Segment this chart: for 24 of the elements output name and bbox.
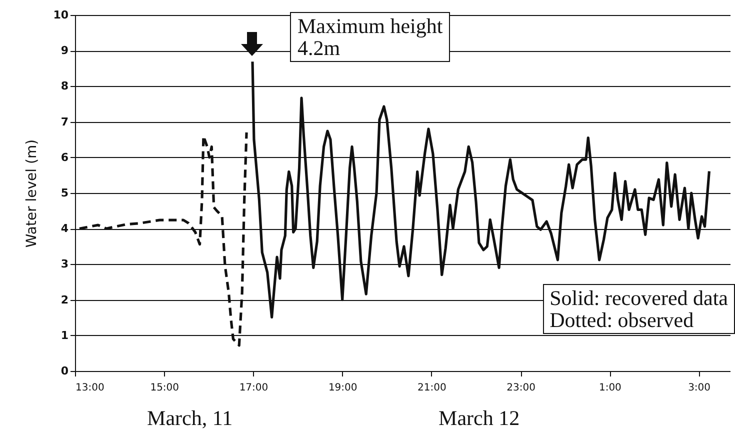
y-axis-title: Water level (m) bbox=[24, 139, 40, 248]
x-tick-label: 21:00 bbox=[418, 382, 446, 394]
x-tick-label: 19:00 bbox=[328, 382, 358, 394]
x-tick-label: 23:00 bbox=[506, 382, 536, 394]
y-tick-label: 10 bbox=[53, 8, 69, 22]
text: March, 11 bbox=[147, 406, 233, 430]
y-tick-label: 8 bbox=[60, 80, 68, 93]
y-tick-label: 7 bbox=[60, 115, 68, 128]
x-tick-label: 13:00 bbox=[76, 382, 104, 394]
y-tick-label: 9 bbox=[60, 44, 68, 58]
x-tick-label: 15:00 bbox=[150, 382, 180, 394]
y-tick-label: 1 bbox=[60, 328, 68, 342]
y-tick-label: 3 bbox=[60, 258, 68, 271]
x-tick-label: 3:00 bbox=[688, 382, 711, 394]
x-tick-label: 17:00 bbox=[239, 382, 268, 394]
annotation: Solid: recovered data Dotted: observed bbox=[542, 284, 735, 334]
y-tick-label: 2 bbox=[60, 293, 68, 306]
annotation: Maximum height 4.2m bbox=[290, 12, 450, 62]
y-tick-label: 0 bbox=[60, 364, 69, 378]
text: March 12 bbox=[438, 406, 520, 430]
y-tick-label: 6 bbox=[60, 150, 69, 164]
y-tick-label: 5 bbox=[60, 186, 68, 200]
y-tick-label: 4 bbox=[60, 222, 69, 236]
x-tick-label: 1:00 bbox=[598, 382, 622, 394]
